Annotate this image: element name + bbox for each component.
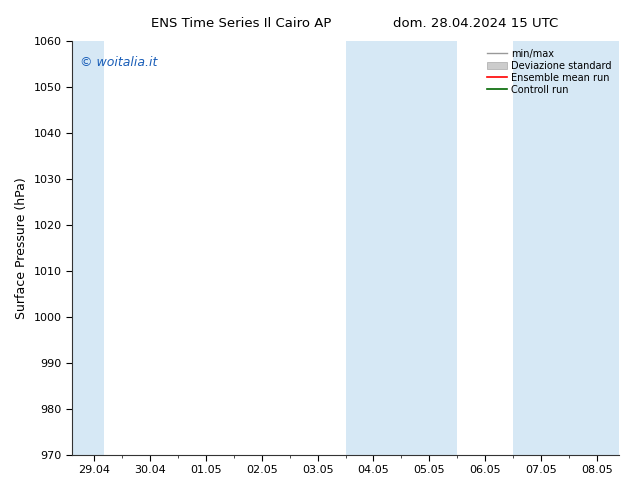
Bar <box>513 41 619 455</box>
Text: dom. 28.04.2024 15 UTC: dom. 28.04.2024 15 UTC <box>393 17 558 30</box>
Bar <box>72 41 105 455</box>
Bar <box>346 41 457 455</box>
Y-axis label: Surface Pressure (hPa): Surface Pressure (hPa) <box>15 177 28 318</box>
Text: ENS Time Series Il Cairo AP: ENS Time Series Il Cairo AP <box>151 17 331 30</box>
Legend: min/max, Deviazione standard, Ensemble mean run, Controll run: min/max, Deviazione standard, Ensemble m… <box>484 46 614 98</box>
Text: © woitalia.it: © woitalia.it <box>81 55 158 69</box>
